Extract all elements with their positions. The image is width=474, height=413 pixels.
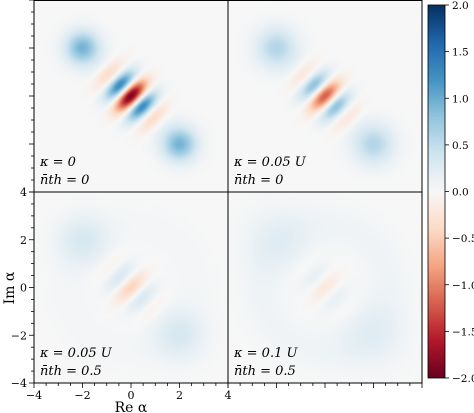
x-tick-label: 0 bbox=[128, 389, 135, 402]
y-tick-label: 4 bbox=[20, 186, 27, 199]
colorbar-tick-label: −1.0 bbox=[452, 280, 474, 292]
colorbar-gradient bbox=[428, 5, 445, 378]
panel-label-kappa: κ = 0 bbox=[39, 155, 76, 170]
axes: 4 2 0 −2 −4−4 −2 0 2 4 bbox=[11, 0, 423, 402]
colorbar-tick-label: 1.5 bbox=[452, 47, 469, 59]
wigner-panel-3 bbox=[34, 192, 228, 383]
panel-label-kappa: κ = 0.05 U bbox=[39, 346, 113, 361]
x-tick-label: 2 bbox=[176, 389, 183, 402]
y-tick-label: 2 bbox=[20, 234, 27, 247]
colorbar-tick-label: 2.0 bbox=[452, 0, 469, 12]
panel-grid bbox=[34, 0, 422, 383]
y-tick-label: −2 bbox=[11, 329, 27, 342]
x-tick-label: −4 bbox=[26, 389, 42, 402]
y-tick-label: 0 bbox=[20, 282, 27, 295]
colorbar-tick-label: 1.0 bbox=[452, 93, 469, 105]
panel-label-nth: n̄th = 0 bbox=[40, 173, 89, 188]
panel-label-nth: n̄th = 0.5 bbox=[234, 364, 296, 379]
colorbar-tick-label: 0.0 bbox=[452, 187, 469, 199]
x-axis-label: Re α bbox=[115, 400, 148, 413]
panel-label-nth: n̄th = 0.5 bbox=[40, 364, 102, 379]
y-axis-label: Im α bbox=[2, 271, 18, 304]
y-tick-label: −4 bbox=[11, 377, 27, 390]
colorbar-tick-label: −2.0 bbox=[452, 373, 474, 385]
colorbar-tick-label: −1.5 bbox=[452, 326, 474, 338]
x-tick-label: −2 bbox=[74, 389, 90, 402]
colorbar: 2.0 1.5 1.0 0.5 0.0 −0.5 −1.0 −1.5 −2.0 bbox=[427, 0, 474, 385]
colorbar-tick-label: −0.5 bbox=[452, 233, 474, 245]
panel-label-kappa: κ = 0.05 U bbox=[233, 155, 307, 170]
panel-label-kappa: κ = 0.1 U bbox=[233, 346, 298, 361]
x-tick-label: 4 bbox=[225, 389, 232, 402]
wigner-panel-2 bbox=[228, 0, 422, 192]
colorbar-tick-label: 0.5 bbox=[452, 140, 469, 152]
panel-label-nth: n̄th = 0 bbox=[234, 173, 283, 188]
panel-labels: κ = 0 n̄th = 0 κ = 0.05 U n̄th = 0 κ = 0.05 … bbox=[39, 155, 307, 379]
wigner-panel-1 bbox=[34, 0, 228, 192]
wigner-panel-4 bbox=[228, 192, 422, 383]
